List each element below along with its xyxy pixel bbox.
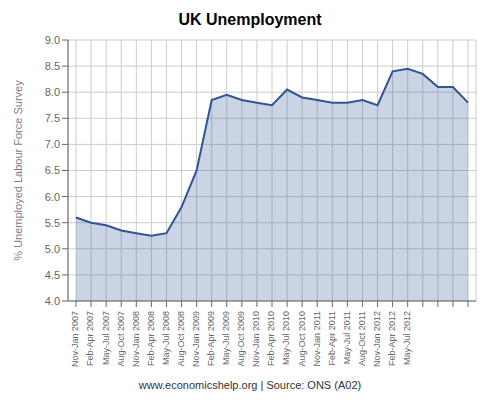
svg-text:% Unemployed Labour Force Surv: % Unemployed Labour Force Survey xyxy=(12,80,24,261)
svg-text:7.5: 7.5 xyxy=(45,112,60,124)
svg-text:Aug-Oct 2008: Aug-Oct 2008 xyxy=(176,311,186,367)
svg-text:May-Jul 2007: May-Jul 2007 xyxy=(101,311,111,365)
svg-text:Aug-Oct 2007: Aug-Oct 2007 xyxy=(116,311,126,367)
svg-text:8.0: 8.0 xyxy=(45,86,60,98)
svg-text:6.5: 6.5 xyxy=(45,164,60,176)
svg-text:Feb-Apr 2009: Feb-Apr 2009 xyxy=(206,311,216,366)
svg-text:Aug-Oct 2010: Aug-Oct 2010 xyxy=(297,311,307,367)
svg-text:Nov-Jan 2011: Nov-Jan 2011 xyxy=(312,311,322,366)
svg-text:Aug-Oct 2009: Aug-Oct 2009 xyxy=(236,311,246,367)
svg-text:4.5: 4.5 xyxy=(45,269,60,281)
svg-text:May-Jul 2008: May-Jul 2008 xyxy=(161,311,171,365)
html-text:UK Unemployment: UK Unemployment xyxy=(178,11,322,28)
html-text:www.economicshelp.org | Source: www.economicshelp.org | Source: ONS (A02… xyxy=(138,379,362,391)
svg-text:Feb-Apr 2007: Feb-Apr 2007 xyxy=(85,311,95,366)
svg-text:5.0: 5.0 xyxy=(45,243,60,255)
svg-text:May-Jul 2010: May-Jul 2010 xyxy=(281,311,291,365)
svg-text:4.0: 4.0 xyxy=(45,295,60,307)
svg-text:Nov-Jan 2009: Nov-Jan 2009 xyxy=(191,311,201,367)
svg-text:Aug-Oct 2011: Aug-Oct 2011 xyxy=(357,311,367,366)
svg-text:Feb-Apr 2012: Feb-Apr 2012 xyxy=(387,311,397,366)
svg-text:Nov-Jan 2010: Nov-Jan 2010 xyxy=(251,311,261,367)
svg-text:6.0: 6.0 xyxy=(45,191,60,203)
svg-text:Feb-Apr 2010: Feb-Apr 2010 xyxy=(266,311,276,366)
svg-text:Nov-Jan 2012: Nov-Jan 2012 xyxy=(372,311,382,367)
svg-text:7.0: 7.0 xyxy=(45,138,60,150)
svg-text:May-Jul 2011: May-Jul 2011 xyxy=(342,311,352,364)
svg-text:Nov-Jan 2008: Nov-Jan 2008 xyxy=(131,311,141,367)
svg-text:Feb-Apr 2008: Feb-Apr 2008 xyxy=(146,311,156,366)
svg-text:May-Jul 2012: May-Jul 2012 xyxy=(402,311,412,365)
svg-text:8.5: 8.5 xyxy=(45,60,60,72)
svg-text:Nov-Jan 2007: Nov-Jan 2007 xyxy=(70,311,80,367)
svg-text:May-Jul 2009: May-Jul 2009 xyxy=(221,311,231,365)
svg-text:5.5: 5.5 xyxy=(45,217,60,229)
svg-text:Feb-Apr 2011: Feb-Apr 2011 xyxy=(327,311,337,365)
svg-text:9.0: 9.0 xyxy=(45,34,60,46)
